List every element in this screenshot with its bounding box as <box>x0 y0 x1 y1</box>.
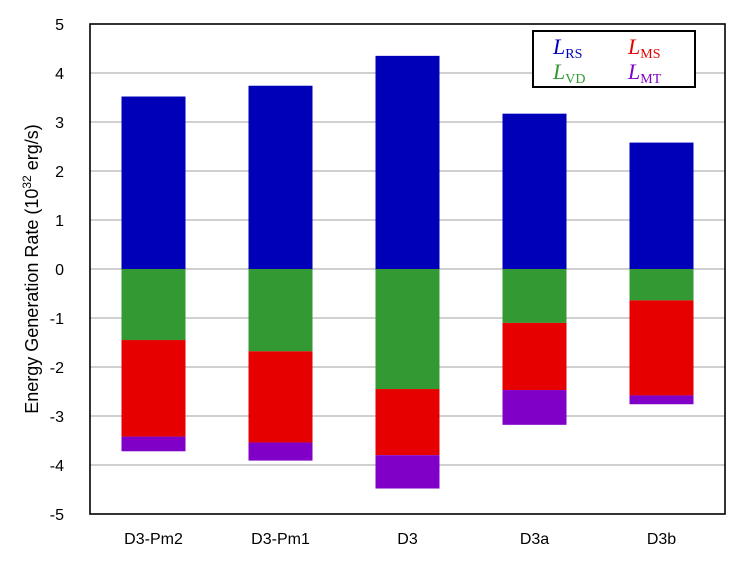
bar-mt-d3-pm1 <box>248 442 313 461</box>
y-tick-label: -5 <box>50 507 64 524</box>
bar-vd-d3-pm2 <box>121 269 186 341</box>
bar-mt-d3a <box>502 390 567 425</box>
bar-ms-d3-pm2 <box>121 340 186 437</box>
legend-subscript: RS <box>565 47 582 62</box>
legend-subscript: MT <box>640 72 661 87</box>
y-tick-label: 5 <box>55 17 64 34</box>
bar-vd-d3-pm1 <box>248 269 313 352</box>
y-tick-label: 2 <box>55 164 64 181</box>
bar-vd-d3b <box>629 269 694 301</box>
bar-mt-d3 <box>375 455 440 489</box>
plot-frame <box>89 23 726 515</box>
legend-symbol: L <box>552 59 565 84</box>
y-tick-label: 4 <box>55 66 64 83</box>
y-tick-label: 3 <box>55 115 64 132</box>
bar-vd-d3 <box>375 269 440 390</box>
y-axis-label: Energy Generation Rate (1032 erg/s) <box>20 124 42 414</box>
bar-rs-d3b <box>629 142 694 269</box>
legend-entry-ms: LMS <box>627 34 660 62</box>
y-tick-label: -4 <box>50 458 64 475</box>
legend-symbol: L <box>627 59 640 84</box>
legend-entry-rs: LRS <box>552 34 582 62</box>
legend-subscript: VD <box>565 72 585 87</box>
legend-box <box>532 30 696 88</box>
bar-rs-d3a <box>502 113 567 269</box>
y-axis-label-unit: erg/s) <box>22 124 42 175</box>
bar-mt-d3b <box>629 395 694 405</box>
bar-rs-d3-pm1 <box>248 85 313 270</box>
x-tick-label: D3a <box>520 531 549 548</box>
y-axis-label-text: Energy Generation Rate (10 <box>22 189 42 414</box>
legend-symbol: L <box>552 34 565 59</box>
y-tick-label: -2 <box>50 360 64 377</box>
y-axis-label-exponent: 32 <box>20 175 34 189</box>
x-tick-labels: D3-Pm2 D3-Pm1 D3 D3a D3b <box>124 531 676 548</box>
y-tick-label: 1 <box>55 213 64 230</box>
y-tick-label: -3 <box>50 409 64 426</box>
bar-rs-d3 <box>375 55 440 269</box>
bar-stacks <box>121 55 694 489</box>
bar-ms-d3b <box>629 300 694 396</box>
bar-vd-d3a <box>502 269 567 323</box>
y-tick-label: 0 <box>55 262 64 279</box>
y-tick-label: -1 <box>50 311 64 328</box>
x-tick-label: D3-Pm2 <box>124 531 183 548</box>
bar-rs-d3-pm2 <box>121 96 186 270</box>
legend-symbol: L <box>627 34 640 59</box>
bar-ms-d3 <box>375 389 440 456</box>
legend-subscript: MS <box>640 47 660 62</box>
y-tick-labels: -5 -4 -3 -2 -1 0 1 2 3 4 5 <box>50 17 64 524</box>
bar-mt-d3-pm2 <box>121 436 186 452</box>
legend-entry-vd: LVD <box>552 59 585 87</box>
bar-ms-d3-pm1 <box>248 351 313 443</box>
x-tick-label: D3-Pm1 <box>251 531 310 548</box>
x-tick-label: D3b <box>647 531 676 548</box>
x-tick-label: D3 <box>397 531 418 548</box>
legend-entry-mt: LMT <box>627 59 662 87</box>
bar-ms-d3a <box>502 322 567 391</box>
